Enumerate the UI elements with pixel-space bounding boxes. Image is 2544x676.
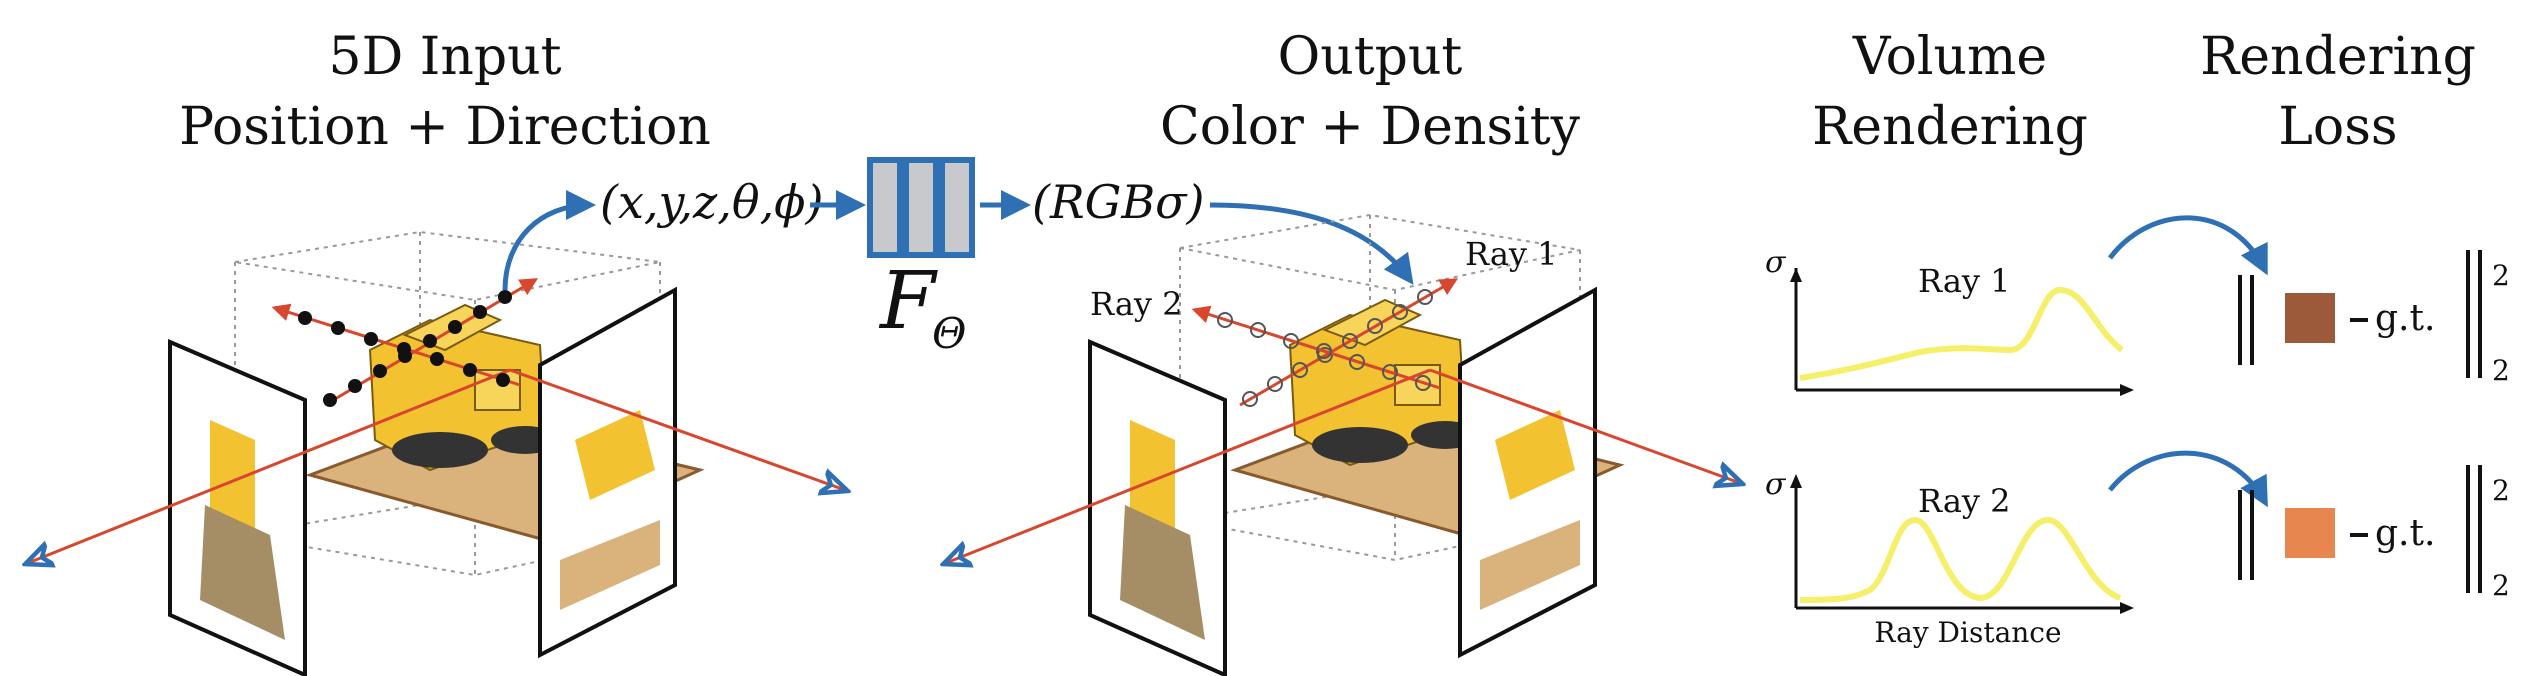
output-curved-arrow	[1209, 202, 1414, 285]
input-ray-right-camera	[509, 368, 845, 490]
input-bulldozer	[368, 303, 559, 472]
network-function-symbol: F	[878, 254, 938, 347]
output-ray-left-camera	[946, 368, 1431, 563]
output-tuple: (RGBσ)	[1032, 175, 1204, 229]
loss-term-ray-2: g.t. 2 2	[2238, 465, 2510, 602]
loss-ray-2-color-swatch	[2285, 508, 2335, 558]
loss-ray-1-gt-label: g.t.	[2375, 298, 2435, 339]
plot-ray-1-y-symbol: σ	[1765, 245, 1787, 280]
loss-ray-2-superscript: 2	[2492, 474, 2510, 507]
input-scene	[28, 230, 845, 676]
output-header-line2: Color + Density	[1160, 97, 1581, 157]
loss-ray-2-gt-label: g.t.	[2375, 513, 2435, 554]
output-right-image-plane	[1458, 286, 1597, 659]
input-tuple: (x,y,z,θ,ϕ)	[600, 175, 824, 229]
plot-ray-1-title: Ray 1	[1918, 262, 2011, 300]
loss-term-ray-1: g.t. 2 2	[2238, 250, 2510, 387]
plot-ray-2-title: Ray 2	[1918, 482, 2011, 520]
output-bulldozer	[1288, 298, 1479, 467]
output-sample-points-ray-2	[1217, 312, 1431, 391]
input-right-image-plane	[538, 286, 677, 659]
plot-ray-1-density-curve	[1799, 286, 2124, 381]
input-header-line2: Position + Direction	[179, 97, 711, 157]
input-sample-points-ray-2	[298, 311, 510, 387]
loss-arrow-ray-1	[2108, 215, 2268, 276]
output-header-line1: Output	[1278, 27, 1463, 87]
plot-ray-2-density-curve	[1799, 516, 2122, 603]
loss-header-line2: Loss	[2278, 97, 2397, 157]
output-ray-2-label: Ray 2	[1090, 285, 1183, 323]
input-curved-arrow	[502, 190, 596, 291]
output-scene: Ray 1 Ray 2	[946, 213, 1740, 676]
output-left-image-plane	[1088, 338, 1227, 676]
plot-ray-2-y-symbol: σ	[1765, 467, 1787, 502]
output-ray-1-label: Ray 1	[1465, 235, 1558, 273]
loss-header-line1: Rendering	[2200, 27, 2476, 87]
network-block	[867, 157, 975, 258]
plot-x-axis-label: Ray Distance	[1874, 616, 2061, 649]
network-function-subscript: Θ	[932, 309, 966, 358]
plot-ray-2: σ Ray 2 Ray Distance	[1765, 467, 2134, 649]
plot-ray-1: σ Ray 1	[1765, 245, 2134, 396]
loss-ray-1-superscript: 2	[2492, 259, 2510, 292]
volume-header-line1: Volume	[1852, 27, 2047, 87]
input-ray-left-camera	[28, 368, 511, 563]
output-ray-right-camera	[1429, 368, 1740, 483]
volume-header-line2: Rendering	[1812, 97, 2088, 157]
loss-ray-2-subscript: 2	[2492, 569, 2510, 602]
input-left-image-plane	[168, 338, 307, 676]
loss-ray-1-subscript: 2	[2492, 354, 2510, 387]
loss-arrow-ray-2	[2108, 450, 2268, 508]
input-header-line1: 5D Input	[328, 27, 561, 87]
loss-ray-1-color-swatch	[2285, 293, 2335, 343]
